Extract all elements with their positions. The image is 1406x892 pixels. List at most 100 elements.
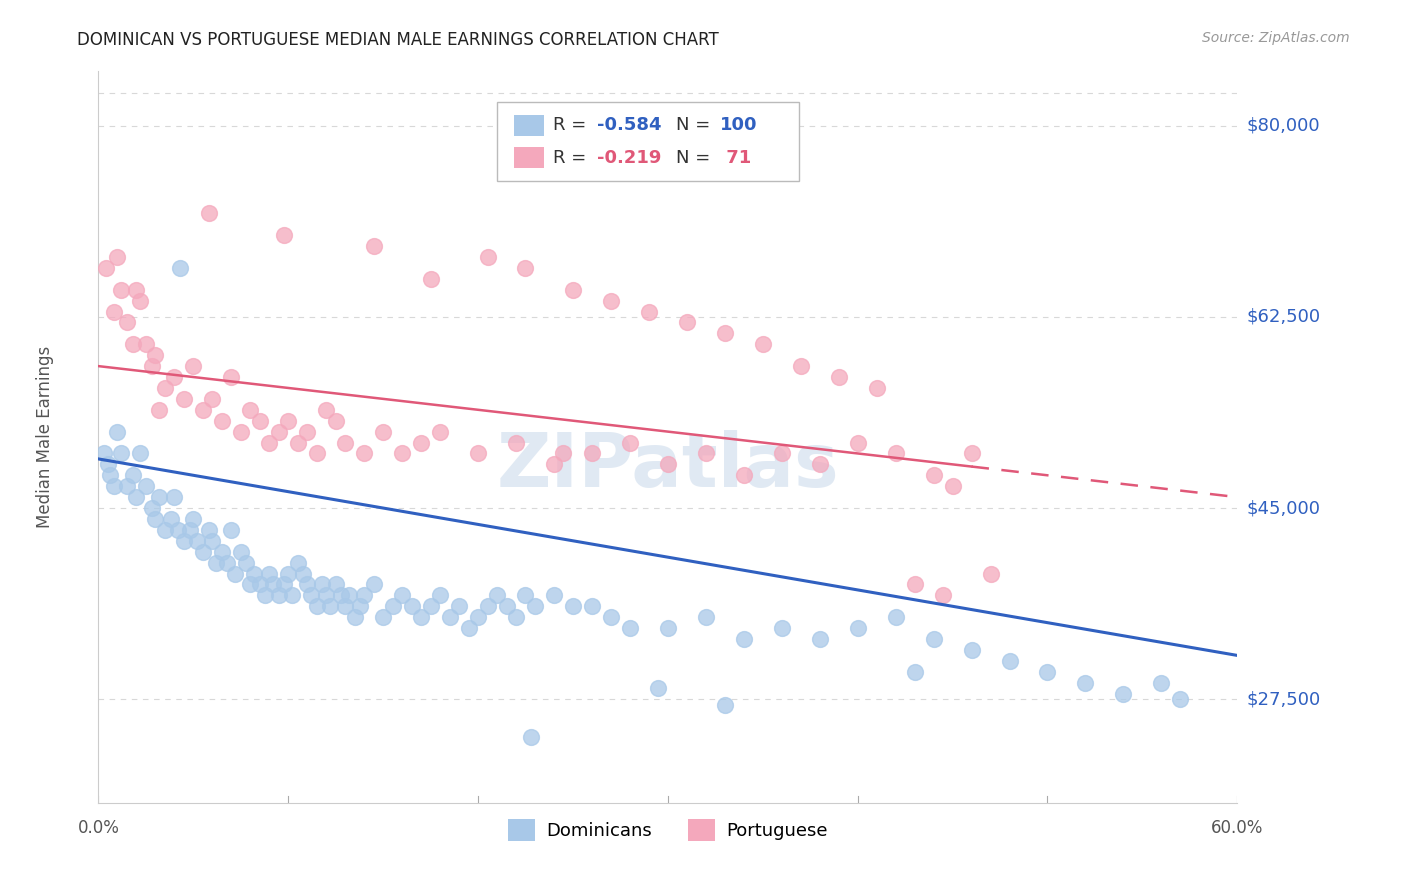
Point — [254, 588, 277, 602]
Point — [221, 523, 243, 537]
Point — [121, 468, 143, 483]
Point — [297, 425, 319, 439]
Point — [1036, 665, 1059, 679]
Point — [179, 523, 201, 537]
Point — [243, 566, 266, 581]
Point — [467, 610, 489, 624]
Point — [343, 610, 366, 624]
Point — [148, 490, 170, 504]
Point — [657, 621, 679, 635]
Point — [1074, 675, 1097, 690]
Point — [600, 293, 623, 308]
Point — [107, 425, 129, 439]
Point — [429, 425, 451, 439]
Point — [167, 523, 190, 537]
Text: Median Male Earnings: Median Male Earnings — [37, 346, 55, 528]
Point — [121, 337, 143, 351]
Point — [315, 402, 337, 417]
Text: R =: R = — [553, 117, 592, 135]
Point — [505, 610, 527, 624]
Point — [695, 446, 717, 460]
Point — [477, 599, 499, 614]
Point — [790, 359, 813, 373]
Point — [770, 446, 793, 460]
Point — [267, 588, 290, 602]
Point — [311, 577, 333, 591]
Point — [98, 468, 121, 483]
Text: 0.0%: 0.0% — [77, 819, 120, 838]
Point — [714, 698, 737, 712]
Point — [1112, 687, 1135, 701]
Point — [205, 556, 228, 570]
Point — [129, 293, 152, 308]
Point — [197, 206, 219, 220]
Point — [249, 577, 271, 591]
Point — [381, 599, 404, 614]
Text: 60.0%: 60.0% — [1211, 819, 1264, 838]
Point — [619, 621, 641, 635]
Point — [229, 545, 252, 559]
Point — [201, 533, 224, 548]
Point — [186, 533, 208, 548]
Point — [457, 621, 479, 635]
Point — [169, 260, 191, 275]
Point — [191, 402, 214, 417]
Point — [429, 588, 451, 602]
Point — [305, 599, 328, 614]
Point — [305, 446, 328, 460]
Point — [145, 348, 167, 362]
Text: 100: 100 — [720, 117, 758, 135]
Point — [267, 425, 290, 439]
Point — [287, 435, 309, 450]
Point — [411, 435, 433, 450]
Point — [808, 632, 831, 646]
Point — [942, 479, 965, 493]
Point — [107, 250, 129, 264]
Point — [229, 425, 252, 439]
Point — [960, 643, 983, 657]
Point — [904, 577, 927, 591]
Point — [495, 599, 517, 614]
Text: $80,000: $80,000 — [1246, 117, 1320, 135]
Point — [998, 654, 1021, 668]
Text: R =: R = — [553, 149, 592, 167]
Point — [581, 599, 603, 614]
Text: N =: N = — [676, 117, 716, 135]
Point — [201, 392, 224, 406]
Point — [159, 512, 181, 526]
Point — [439, 610, 461, 624]
Bar — [515, 147, 544, 168]
Point — [173, 392, 195, 406]
Point — [1170, 692, 1192, 706]
Point — [148, 402, 170, 417]
Point — [676, 315, 699, 329]
Bar — [515, 115, 544, 136]
Point — [249, 414, 271, 428]
Point — [363, 239, 385, 253]
Point — [1150, 675, 1173, 690]
Point — [904, 665, 927, 679]
Point — [262, 577, 284, 591]
Point — [129, 446, 152, 460]
Point — [325, 414, 347, 428]
Point — [411, 610, 433, 624]
Point — [103, 304, 125, 318]
Point — [319, 599, 342, 614]
Point — [884, 446, 907, 460]
Point — [828, 370, 851, 384]
Point — [866, 381, 889, 395]
Point — [600, 610, 623, 624]
Point — [543, 588, 565, 602]
Point — [292, 566, 315, 581]
Point — [259, 435, 281, 450]
Point — [733, 632, 755, 646]
Point — [93, 446, 115, 460]
Point — [349, 599, 371, 614]
Point — [217, 556, 239, 570]
Point — [224, 566, 246, 581]
Point — [163, 490, 186, 504]
Text: $62,500: $62,500 — [1246, 308, 1320, 326]
Text: -0.584: -0.584 — [598, 117, 662, 135]
Point — [273, 228, 295, 243]
Point — [115, 315, 138, 329]
